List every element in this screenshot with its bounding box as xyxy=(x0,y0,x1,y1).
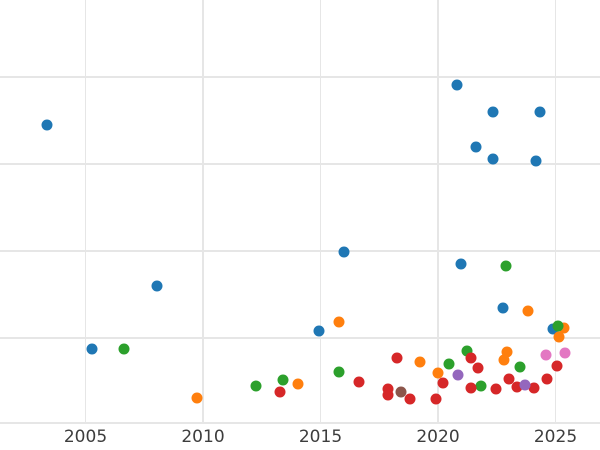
data-point-green xyxy=(118,343,130,355)
data-point-orange xyxy=(333,316,345,328)
data-point-blue xyxy=(338,246,350,258)
data-point-red xyxy=(490,383,502,395)
data-point-green xyxy=(552,320,564,332)
data-point-brown xyxy=(395,386,407,398)
data-point-blue xyxy=(530,155,542,167)
data-point-red xyxy=(472,362,484,374)
horizontal-gridline xyxy=(0,337,600,339)
horizontal-gridline xyxy=(0,250,600,252)
data-point-blue xyxy=(497,302,509,314)
data-point-orange xyxy=(292,378,304,390)
horizontal-gridline xyxy=(0,163,600,165)
data-point-blue xyxy=(487,106,499,118)
data-point-blue xyxy=(534,106,546,118)
data-point-blue xyxy=(41,119,53,131)
data-point-pink xyxy=(559,347,571,359)
data-point-purple xyxy=(452,369,464,381)
data-point-orange xyxy=(498,354,510,366)
data-point-green xyxy=(500,260,512,272)
data-point-blue xyxy=(313,325,325,337)
x-tick-label: 2025 xyxy=(533,427,578,447)
data-point-pink xyxy=(540,349,552,361)
data-point-red xyxy=(465,352,477,364)
data-point-green xyxy=(333,366,345,378)
data-point-red xyxy=(465,382,477,394)
x-tick-label: 2010 xyxy=(181,427,225,447)
data-point-red xyxy=(430,393,442,405)
vertical-gridline xyxy=(202,0,204,423)
vertical-gridline xyxy=(84,0,87,423)
data-point-red xyxy=(541,373,553,385)
data-point-red xyxy=(274,386,286,398)
data-point-red xyxy=(353,376,365,388)
data-point-blue xyxy=(487,153,499,165)
data-point-purple xyxy=(519,379,531,391)
data-point-red xyxy=(528,382,540,394)
data-point-green xyxy=(277,374,289,386)
horizontal-gridline xyxy=(0,76,600,78)
data-point-red xyxy=(404,393,416,405)
data-point-green xyxy=(475,380,487,392)
horizontal-gridline xyxy=(0,422,600,424)
vertical-gridline xyxy=(437,0,439,423)
data-point-red xyxy=(382,383,394,395)
data-point-blue xyxy=(451,79,463,91)
data-point-blue xyxy=(86,343,98,355)
data-point-red xyxy=(391,352,403,364)
data-point-green xyxy=(514,361,526,373)
data-point-orange xyxy=(501,346,513,358)
data-point-green xyxy=(250,380,262,392)
data-point-blue xyxy=(455,258,467,270)
data-point-orange xyxy=(432,367,444,379)
data-point-red xyxy=(437,377,449,389)
data-point-orange xyxy=(522,305,534,317)
data-point-orange xyxy=(414,356,426,368)
data-point-red xyxy=(551,360,563,372)
data-point-orange xyxy=(553,331,565,343)
x-tick-label: 2015 xyxy=(298,427,343,447)
data-point-orange xyxy=(558,322,570,334)
x-tick-label: 2020 xyxy=(416,427,460,447)
vertical-gridline xyxy=(554,0,557,423)
data-point-green xyxy=(461,345,473,357)
data-point-blue xyxy=(151,280,163,292)
data-point-red xyxy=(511,381,523,393)
data-point-blue xyxy=(470,141,482,153)
data-point-orange xyxy=(191,392,203,404)
data-point-red xyxy=(503,373,515,385)
x-tick-label: 2005 xyxy=(63,427,108,447)
vertical-gridline xyxy=(319,0,322,423)
data-point-red xyxy=(382,389,394,401)
data-point-green xyxy=(443,358,455,370)
